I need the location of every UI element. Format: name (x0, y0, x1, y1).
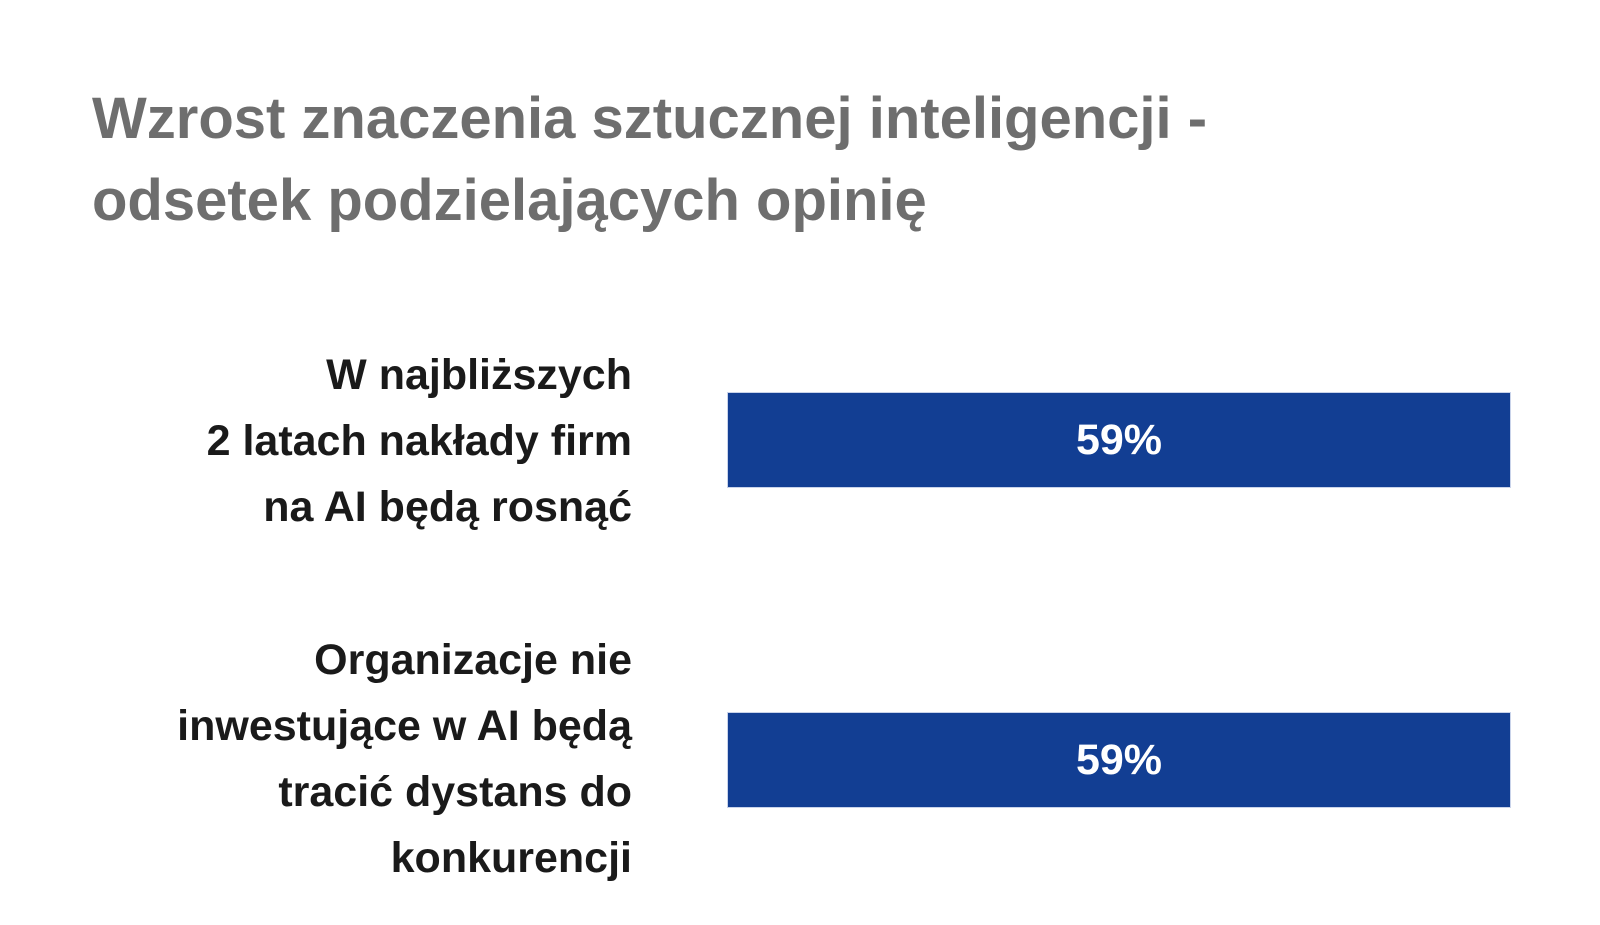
category-label-line: W najbliższych (326, 351, 632, 399)
bar: 59% (728, 713, 1510, 807)
chart-title-line: odsetek podzielających opinię (92, 168, 927, 233)
chart-title-line: Wzrost znaczenia sztucznej inteligencji … (92, 86, 1208, 151)
category-label-line: inwestujące w AI będą (177, 702, 632, 750)
data-label: 59% (1075, 736, 1163, 784)
category-label: W najbliższych 2 latach nakłady firm na AI… (72, 342, 632, 540)
category-label-line: tracić dystans do (278, 768, 632, 816)
category-label-line: Organizacje nie (314, 636, 632, 684)
data-label: 59% (1075, 416, 1163, 464)
category-label-line: konkurencji (390, 834, 632, 882)
category-label: Organizacje nie inwestujące w AI będą trac… (72, 627, 632, 891)
category-label-line: 2 latach nakłady firm (206, 417, 632, 465)
bar: 59% (728, 393, 1510, 487)
chart-title: Wzrost znaczenia sztucznej inteligencji … (92, 78, 1392, 242)
category-label-line: na AI będą rosnąć (263, 483, 632, 531)
